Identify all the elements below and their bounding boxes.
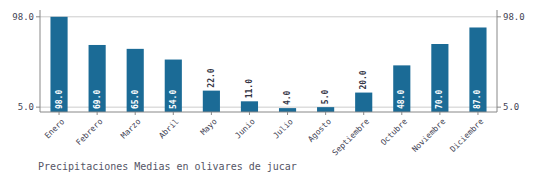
x-tick (477, 112, 478, 115)
x-tick-label: Febrero (74, 117, 104, 147)
data-label: 11.0 (245, 79, 254, 98)
x-tick (287, 112, 288, 115)
x-tick (439, 112, 440, 115)
y2-tick-label: 5.0 (503, 102, 519, 112)
x-tick-label: Noviembre (410, 117, 447, 154)
x-tick (135, 112, 136, 115)
x-tick (363, 112, 364, 115)
chart: 5.0 98.0 5.0 98.0 Enero Febrero Marzo Abril Mayo… (0, 0, 537, 174)
bar (393, 65, 410, 112)
bar (89, 45, 106, 112)
bar (127, 49, 144, 112)
y-tick-label: 98.0 (12, 12, 34, 22)
y2-tick (497, 107, 501, 108)
data-label: 22.0 (207, 68, 216, 87)
data-label: 70.0 (435, 90, 444, 109)
y-tick (36, 16, 40, 17)
y-axis-line (40, 10, 41, 112)
y-tick-label: 5.0 (18, 102, 34, 112)
y2-tick-label: 98.0 (503, 12, 525, 22)
bar (241, 101, 258, 112)
x-tick (249, 112, 250, 115)
x-tick (401, 112, 402, 115)
data-label: 65.0 (131, 90, 140, 109)
data-label: 48.0 (397, 90, 406, 109)
x-tick-label: Marzo (119, 117, 143, 141)
data-label: 69.0 (93, 90, 102, 109)
bar (203, 91, 220, 112)
x-tick (59, 112, 60, 115)
bar (431, 44, 448, 112)
x-tick-label: Enero (43, 117, 67, 141)
x-tick-label: Abril (157, 117, 181, 141)
x-tick (173, 112, 174, 115)
bar (279, 108, 296, 112)
bars (50, 17, 486, 112)
bar (165, 60, 182, 112)
x-tick-label: Julio (272, 117, 296, 141)
data-label: 20.0 (359, 70, 368, 89)
data-label: 54.0 (169, 90, 178, 109)
x-axis-line (40, 112, 497, 113)
bar (355, 93, 372, 112)
x-tick-label: Septiembre (331, 117, 372, 158)
data-label: 98.0 (55, 90, 64, 109)
bar (469, 27, 486, 112)
bar (50, 17, 67, 112)
y2-tick (497, 16, 501, 17)
data-label: 87.0 (473, 90, 482, 109)
x-tick (211, 112, 212, 115)
y-tick (36, 107, 40, 108)
x-tick-label: Octubre (379, 117, 409, 147)
x-tick (97, 112, 98, 115)
x-tick-label: Mayo (199, 117, 219, 137)
grid-line (40, 107, 497, 108)
bar (317, 107, 334, 112)
x-tick-label: Diciembre (448, 117, 485, 154)
x-tick-label: Junio (233, 117, 257, 141)
grid-line (40, 16, 497, 17)
y2-axis-line (497, 10, 498, 112)
title: Precipitaciones Medias en olivares de ju… (38, 161, 297, 172)
x-tick-label: Agosto (306, 117, 333, 144)
data-label: 5.0 (321, 90, 330, 105)
x-tick (325, 112, 326, 115)
data-label: 4.0 (283, 90, 292, 105)
